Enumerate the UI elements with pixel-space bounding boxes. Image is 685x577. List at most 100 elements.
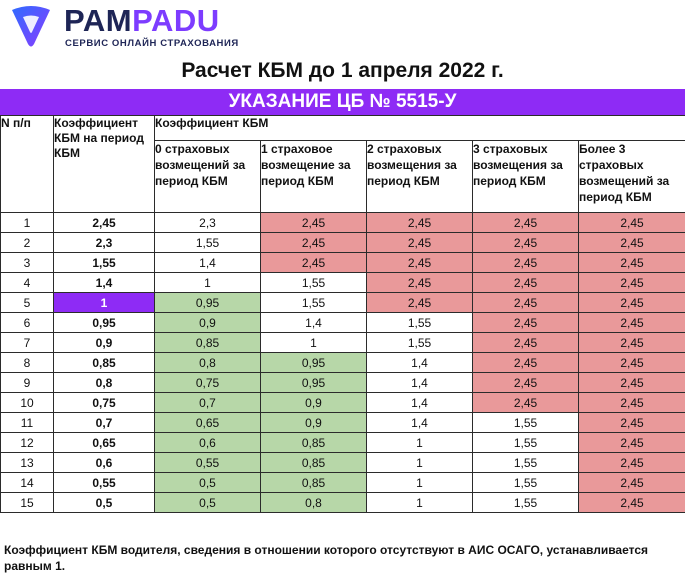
cell-claims-0: 1,4: [154, 252, 261, 273]
cell-claims-1: 0,85: [260, 432, 367, 453]
cell-claims-2: 1,4: [366, 372, 473, 393]
row-kbm: 0,55: [53, 472, 155, 493]
brand-name-part2: PADU: [132, 3, 220, 38]
cell-claims-3: 1,55: [472, 452, 579, 473]
row-number: 8: [0, 352, 54, 373]
row-number: 9: [0, 372, 54, 393]
cell-claims-3: 2,45: [472, 352, 579, 373]
cell-claims-2: 1,4: [366, 392, 473, 413]
header-num: N п/п: [0, 115, 54, 213]
table-row: 12 0,65 0,6 0,85 1 1,55 2,45: [0, 432, 685, 453]
cell-claims-0: 0,5: [154, 492, 261, 513]
cell-claims-3: 2,45: [472, 272, 579, 293]
cell-claims-2: 1,4: [366, 412, 473, 433]
cell-claims-4: 2,45: [577, 432, 685, 453]
cell-claims-1: 1,55: [260, 272, 367, 293]
cell-claims-3: 1,55: [472, 492, 579, 513]
cell-claims-4: 2,45: [577, 352, 685, 373]
cell-claims-0: 0,75: [154, 372, 261, 393]
cell-claims-4: 2,45: [577, 252, 685, 273]
cell-claims-1: 0,95: [260, 352, 367, 373]
row-kbm: 0,9: [53, 332, 155, 353]
cell-claims-0: 0,95: [154, 292, 261, 313]
cell-claims-1: 1,4: [260, 312, 367, 333]
row-kbm: 0,6: [53, 452, 155, 473]
cell-claims-2: 1: [366, 472, 473, 493]
cell-claims-1: 0,9: [260, 392, 367, 413]
cell-claims-1: 0,95: [260, 372, 367, 393]
row-kbm: 1,55: [53, 252, 155, 273]
table-row: 6 0,95 0,9 1,4 1,55 2,45 2,45: [0, 312, 685, 333]
row-kbm: 0,85: [53, 352, 155, 373]
cell-claims-4: 2,45: [577, 212, 685, 233]
cell-claims-4: 2,45: [577, 452, 685, 473]
cell-claims-4: 2,45: [577, 372, 685, 393]
cell-claims-1: 2,45: [260, 212, 367, 233]
brand-name: PAMPADU: [64, 4, 220, 38]
cell-claims-3: 2,45: [472, 372, 579, 393]
row-number: 10: [0, 392, 54, 413]
cell-claims-2: 1: [366, 432, 473, 453]
row-number: 7: [0, 332, 54, 353]
row-number: 12: [0, 432, 54, 453]
cell-claims-1: 1,55: [260, 292, 367, 313]
cell-claims-4: 2,45: [577, 312, 685, 333]
cell-claims-2: 2,45: [366, 232, 473, 253]
subheader-0: 0 страховых возмещений за период КБМ: [154, 140, 261, 213]
row-number: 13: [0, 452, 54, 473]
cell-claims-4: 2,45: [577, 232, 685, 253]
cell-claims-2: 1: [366, 452, 473, 473]
cell-claims-0: 0,9: [154, 312, 261, 333]
cell-claims-3: 1,55: [472, 412, 579, 433]
row-kbm: 0,95: [53, 312, 155, 333]
row-number: 6: [0, 312, 54, 333]
header-coef: Коэффициент КБМ на период КБМ: [53, 115, 155, 213]
table-body: 1 2,45 2,3 2,45 2,45 2,45 2,45 2 2,3 1,55 2,45 2,45…: [0, 212, 685, 513]
row-number: 3: [0, 252, 54, 273]
cell-claims-1: 1: [260, 332, 367, 353]
page-title: Расчет КБМ до 1 апреля 2022 г.: [181, 59, 504, 82]
cell-claims-4: 2,45: [577, 332, 685, 353]
cell-claims-1: 0,8: [260, 492, 367, 513]
cell-claims-3: 2,45: [472, 252, 579, 273]
subheader-4: Более 3 страховых возмещений за период К…: [577, 140, 685, 213]
row-number: 1: [0, 212, 54, 233]
subheader-1: 1 страховое возмещение за период КБМ: [260, 140, 367, 213]
row-kbm: 1,4: [53, 272, 155, 293]
cell-claims-3: 2,45: [472, 332, 579, 353]
row-kbm: 0,7: [53, 412, 155, 433]
table-row: 9 0,8 0,75 0,95 1,4 2,45 2,45: [0, 372, 685, 393]
row-kbm: 0,8: [53, 372, 155, 393]
table-row: 8 0,85 0,8 0,95 1,4 2,45 2,45: [0, 352, 685, 373]
subheader-2: 2 страховых возмещения за период КБМ: [366, 140, 473, 213]
table-row: 15 0,5 0,5 0,8 1 1,55 2,45: [0, 492, 685, 513]
cell-claims-4: 2,45: [577, 412, 685, 433]
pampadu-logo-icon: [12, 6, 50, 47]
cell-claims-2: 2,45: [366, 212, 473, 233]
cell-claims-1: 0,9: [260, 412, 367, 433]
footer-note: Коэффициент КБМ водителя, сведения в отн…: [4, 543, 648, 573]
row-number: 14: [0, 472, 54, 493]
cell-claims-2: 2,45: [366, 272, 473, 293]
kbm-table: N п/п Коэффициент КБМ на период КБМ Коэф…: [0, 115, 685, 513]
cell-claims-1: 2,45: [260, 232, 367, 253]
table-row: 3 1,55 1,4 2,45 2,45 2,45 2,45: [0, 252, 685, 273]
table-row: 1 2,45 2,3 2,45 2,45 2,45 2,45: [0, 212, 685, 233]
row-kbm: 0,65: [53, 432, 155, 453]
cell-claims-3: 1,55: [472, 432, 579, 453]
row-kbm: 0,75: [53, 392, 155, 413]
cell-claims-3: 1,55: [472, 472, 579, 493]
cell-claims-3: 2,45: [472, 312, 579, 333]
table-row: 10 0,75 0,7 0,9 1,4 2,45 2,45: [0, 392, 685, 413]
row-kbm: 2,3: [53, 232, 155, 253]
cell-claims-0: 0,6: [154, 432, 261, 453]
cell-claims-2: 1,55: [366, 332, 473, 353]
row-number: 15: [0, 492, 54, 513]
cell-claims-2: 2,45: [366, 292, 473, 313]
cell-claims-0: 0,85: [154, 332, 261, 353]
row-kbm: 0,5: [53, 492, 155, 513]
cell-claims-4: 2,45: [577, 272, 685, 293]
row-number: 5: [0, 292, 54, 313]
table-row: 13 0,6 0,55 0,85 1 1,55 2,45: [0, 452, 685, 473]
cell-claims-0: 0,65: [154, 412, 261, 433]
